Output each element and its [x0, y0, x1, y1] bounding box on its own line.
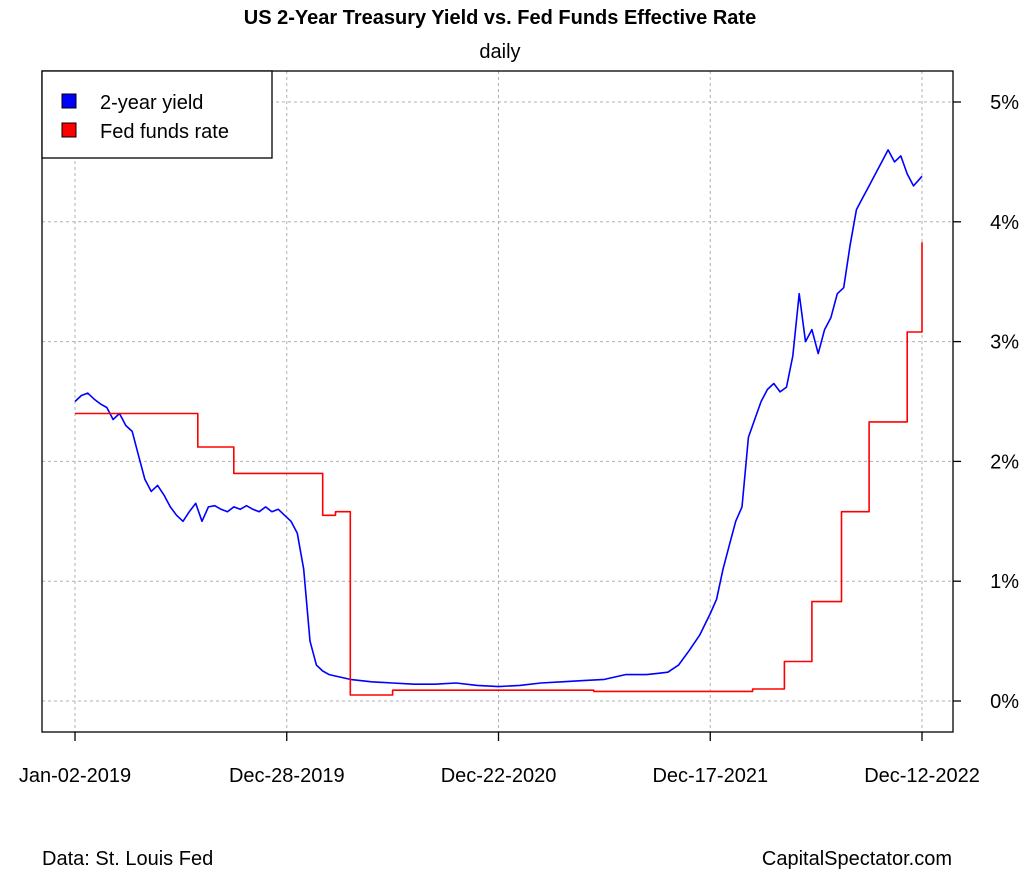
series-line-fed-funds-rate	[75, 242, 923, 696]
y-tick-label: 5%	[990, 92, 1019, 114]
series-layer	[74, 149, 923, 696]
grid	[42, 71, 953, 732]
y-tick-label: 4%	[990, 212, 1019, 234]
y-tick-label: 2%	[990, 451, 1019, 473]
plot-frame	[41, 70, 954, 733]
y-tick-label: 0%	[990, 691, 1019, 713]
axes-layer: 0% 1% 2% 3% 4% 5% Jan-02-2019 Dec-28-2019 Dec-22…	[19, 92, 1019, 787]
y-tick-label: 3%	[990, 332, 1019, 354]
x-tick-label: Dec-17-2021	[652, 765, 768, 787]
y-tick-label: 1%	[990, 571, 1019, 593]
legend-box	[41, 70, 273, 159]
legend: 2-year yield Fed funds rate	[41, 70, 273, 159]
x-tick-label: Dec-22-2020	[441, 765, 557, 787]
x-tick-label: Jan-02-2019	[19, 765, 131, 787]
footer-source: Data: St. Louis Fed	[42, 848, 214, 870]
footer-site: CapitalSpectator.com	[761, 848, 952, 870]
x-tick-label: Dec-12-2022	[864, 765, 980, 787]
chart-title: US 2-Year Treasury Yield vs. Fed Funds E…	[244, 7, 756, 29]
legend-label-yield: 2-year yield	[100, 92, 203, 114]
legend-swatch-fed	[61, 122, 77, 138]
series-line-2-year-yield	[74, 149, 923, 688]
legend-swatch-yield	[61, 93, 77, 109]
x-tick-label: Dec-28-2019	[229, 765, 345, 787]
chart-subtitle: daily	[479, 41, 520, 63]
legend-label-fed: Fed funds rate	[100, 121, 229, 143]
